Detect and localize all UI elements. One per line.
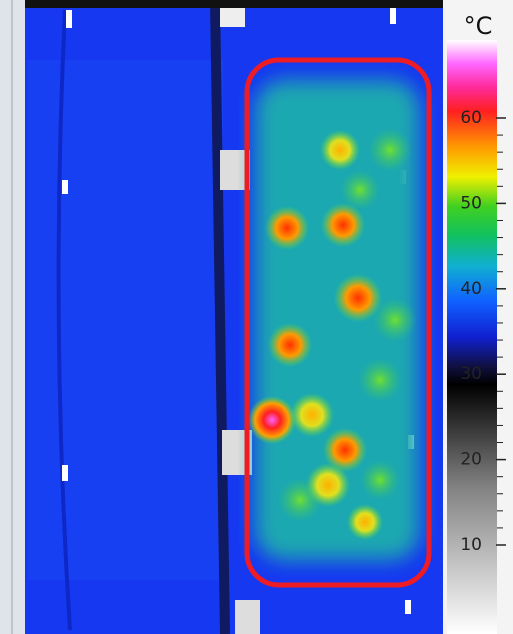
tick-label: 20 <box>460 450 482 470</box>
tick-label: 50 <box>460 193 482 213</box>
top-bar <box>25 0 443 8</box>
tick-label: 60 <box>460 108 482 128</box>
tick-label: 40 <box>460 279 482 299</box>
tick-label: 10 <box>460 535 482 555</box>
thermal-screenshot: °C 60 50 40 30 20 10 <box>0 0 513 634</box>
tick-label: 30 <box>460 364 482 384</box>
colorbar-unit: °C <box>464 12 493 40</box>
thermal-image <box>25 0 443 634</box>
